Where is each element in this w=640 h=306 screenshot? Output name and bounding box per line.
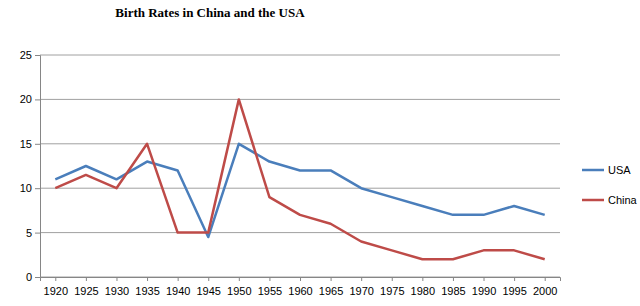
x-tick-label: 1950: [227, 285, 251, 297]
x-tick-mark: [422, 277, 423, 281]
x-tick-mark: [484, 277, 485, 281]
series-lines: [55, 99, 544, 259]
title: Birth Rates in China and the USA: [115, 5, 305, 20]
x-tick-label: 1945: [196, 285, 220, 297]
x-tick-label: 1965: [319, 285, 343, 297]
y-tick: 20: [20, 93, 40, 105]
x-tick: 1935: [135, 277, 159, 297]
y-tick-mark: [35, 99, 40, 100]
x-tick: 1995: [502, 277, 526, 297]
x-tick-mark: [392, 277, 393, 281]
x-tick-mark: [55, 277, 56, 281]
x-tick-mark: [86, 277, 87, 281]
x-tick-mark: [453, 277, 454, 281]
x-tick: 2000: [533, 277, 557, 297]
legend-swatch: [582, 169, 604, 172]
x-axis-line: [41, 278, 561, 282]
x-tick-label: 1985: [441, 285, 465, 297]
x-tick: 1975: [380, 277, 404, 297]
x-tick-label: 1990: [472, 285, 496, 297]
x-tick-label: 1975: [380, 285, 404, 297]
y-tick: 5: [26, 227, 40, 239]
y-tick-label: 10: [20, 182, 32, 194]
y-tick-label: 25: [20, 49, 32, 61]
x-tick-mark: [239, 277, 240, 281]
x-tick-label: 1995: [502, 285, 526, 297]
grid-line: [40, 99, 560, 100]
x-tick: 1960: [288, 277, 312, 297]
x-tick-label: 1940: [166, 285, 190, 297]
legend-swatch: [582, 199, 604, 202]
x-tick-mark: [269, 277, 270, 281]
series-line: [55, 99, 544, 259]
x-tick: 1920: [44, 277, 68, 297]
y-tick: 0: [26, 271, 40, 283]
x-axis: 1920 1925 1930 1935 1940 1945 1950 1955 1960 1965…: [41, 277, 561, 297]
x-tick: 1980: [411, 277, 435, 297]
x-tick-mark: [147, 277, 148, 281]
x-tick: 1940: [166, 277, 190, 297]
grid-line: [40, 55, 560, 56]
x-tick-label: 1935: [135, 285, 159, 297]
x-tick-mark: [300, 277, 301, 281]
x-tick-mark: [116, 277, 117, 281]
x-tick: 1970: [349, 277, 373, 297]
x-tick-label: 1930: [105, 285, 129, 297]
x-tick-label: 1925: [74, 285, 98, 297]
x-tick-mark: [361, 277, 362, 281]
x-tick-label: 1920: [44, 285, 68, 297]
x-tick-label: 1955: [258, 285, 282, 297]
x-tick: 1985: [441, 277, 465, 297]
x-tick-label: 2000: [533, 285, 557, 297]
x-tick-mark: [545, 277, 546, 281]
x-tick-mark: [208, 277, 209, 281]
chart: Birth Rates in China and the USA 0 5 10 15 20…: [0, 0, 640, 306]
legend: USA China: [582, 164, 638, 206]
x-tick: 1945: [196, 277, 220, 297]
y-tick: 10: [20, 182, 40, 194]
x-tick-mark: [178, 277, 179, 281]
y-tick-label: 5: [26, 227, 32, 239]
grid-line: [40, 232, 560, 233]
x-tick-label: 1980: [411, 285, 435, 297]
y-tick-mark: [35, 144, 40, 145]
grid: [40, 55, 560, 277]
legend-label: China: [608, 194, 638, 206]
plot: 0510152025192019251930193519401945195019…: [20, 49, 561, 297]
y-axis: 0 5 10 15 20 25: [20, 49, 41, 283]
x-tick: 1950: [227, 277, 251, 297]
legend-label: USA: [608, 164, 631, 176]
y-tick-mark: [35, 55, 40, 56]
y-axis-line: [35, 56, 41, 278]
x-tick-mark: [514, 277, 515, 281]
x-tick-label: 1960: [288, 285, 312, 297]
x-tick: 1965: [319, 277, 343, 297]
x-tick: 1930: [105, 277, 129, 297]
grid-line: [40, 143, 560, 144]
y-tick-label: 0: [26, 271, 32, 283]
x-tick: 1955: [258, 277, 282, 297]
x-tick: 1925: [74, 277, 98, 297]
y-tick-label: 15: [20, 138, 32, 150]
x-tick-label: 1970: [349, 285, 373, 297]
x-tick: 1990: [472, 277, 496, 297]
series-line: [55, 144, 544, 237]
y-tick: 15: [20, 138, 40, 150]
y-tick-mark: [35, 188, 40, 189]
y-tick-mark: [35, 233, 40, 234]
y-tick: 25: [20, 49, 40, 61]
x-tick-mark: [331, 277, 332, 281]
y-tick-mark: [35, 277, 40, 278]
y-tick-label: 20: [20, 93, 32, 105]
